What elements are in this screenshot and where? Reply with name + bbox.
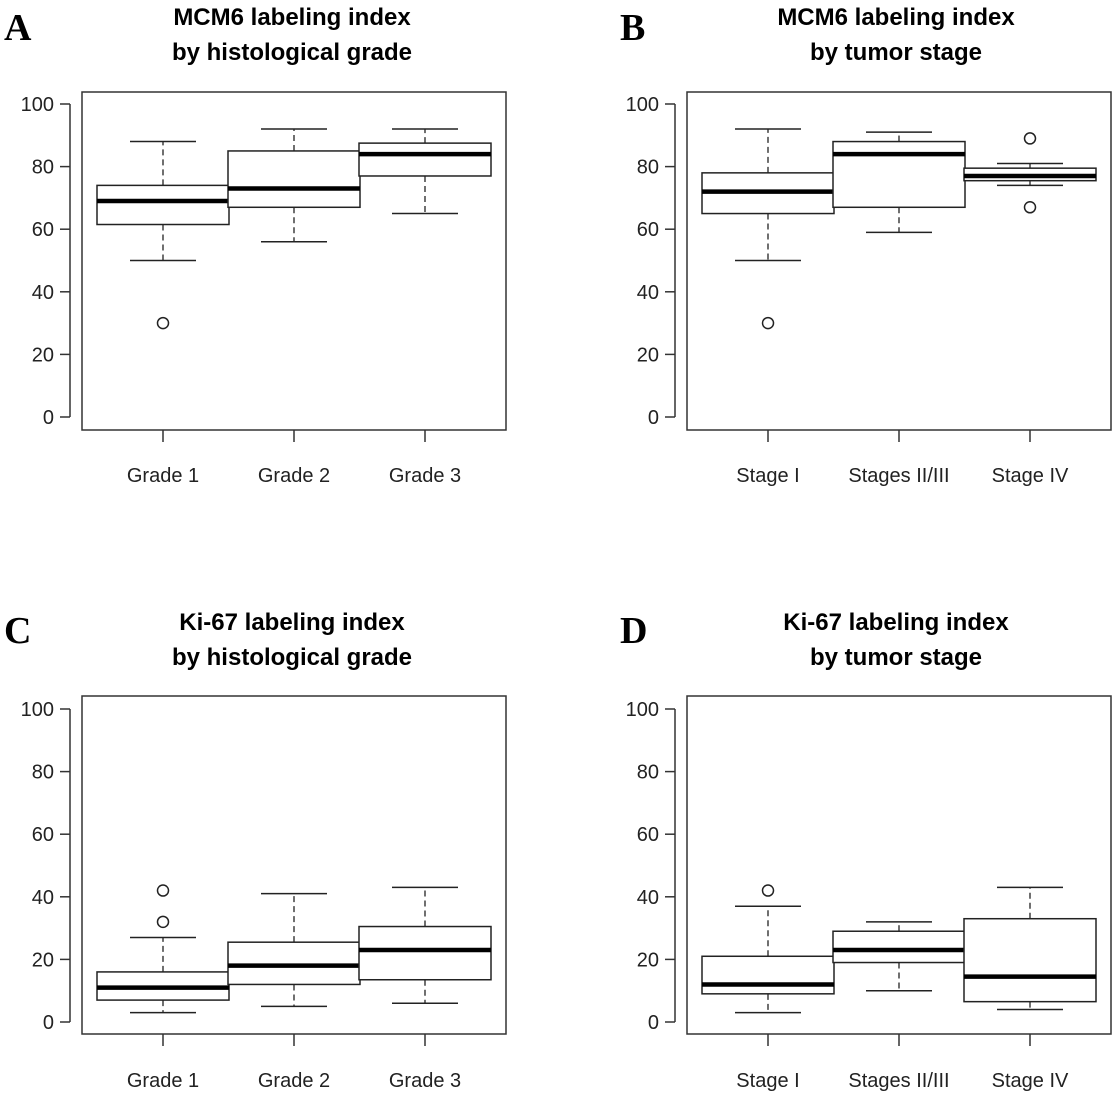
outlier-point — [763, 318, 774, 329]
box-3 — [359, 887, 491, 1003]
panel-d: D Ki-67 labeling index by tumor stage 0 20 40… — [620, 609, 1111, 1092]
iqr-box — [964, 919, 1096, 1002]
x-category-label: Stages II/III — [848, 465, 949, 487]
box-3 — [964, 887, 1096, 1009]
y-tick-label: 60 — [637, 219, 659, 241]
panel-letter: C — [4, 610, 31, 652]
chart-title-line: by tumor stage — [810, 39, 982, 66]
y-tick-label: 100 — [21, 94, 54, 116]
box-1 — [97, 885, 229, 1013]
iqr-box — [833, 142, 965, 208]
y-tick-label: 80 — [637, 157, 659, 179]
panel-c: C Ki-67 labeling index by histological gra… — [4, 609, 506, 1092]
outlier-point — [1025, 202, 1036, 213]
x-category-label: Grade 1 — [127, 1070, 199, 1092]
x-category-label: Grade 2 — [258, 465, 330, 487]
chart-title-line: MCM6 labeling index — [173, 4, 411, 31]
x-category-label: Grade 3 — [389, 465, 461, 487]
iqr-box — [97, 185, 229, 224]
outlier-point — [158, 916, 169, 927]
y-tick-label: 80 — [32, 157, 54, 179]
box-2 — [228, 129, 360, 242]
y-tick-label: 80 — [637, 762, 659, 784]
panel-b: B MCM6 labeling index by tumor stage 0 20 40 6… — [620, 4, 1111, 487]
x-category-label: Grade 1 — [127, 465, 199, 487]
outlier-point — [158, 885, 169, 896]
y-tick-label: 40 — [637, 887, 659, 909]
chart-title-line: by tumor stage — [810, 644, 982, 671]
y-tick-label: 40 — [32, 282, 54, 304]
y-tick-label: 20 — [637, 949, 659, 971]
outlier-point — [158, 318, 169, 329]
iqr-box — [228, 151, 360, 207]
iqr-box — [359, 927, 491, 980]
chart-title-line: MCM6 labeling index — [777, 4, 1015, 31]
iqr-box — [833, 931, 965, 962]
panel-letter: D — [620, 610, 647, 652]
y-tick-label: 20 — [32, 949, 54, 971]
chart-title-line: Ki-67 labeling index — [783, 609, 1009, 636]
x-category-label: Grade 3 — [389, 1070, 461, 1092]
y-tick-label: 40 — [32, 887, 54, 909]
box-3 — [964, 133, 1096, 213]
outlier-point — [1025, 133, 1036, 144]
panel-letter: B — [620, 7, 645, 49]
y-tick-label: 100 — [626, 94, 659, 116]
x-category-label: Stage I — [736, 465, 799, 487]
iqr-box — [359, 143, 491, 176]
y-tick-label: 100 — [626, 699, 659, 721]
x-category-label: Stage I — [736, 1070, 799, 1092]
box-2 — [833, 922, 965, 991]
box-1 — [702, 885, 834, 1013]
y-tick-label: 40 — [637, 282, 659, 304]
y-tick-label: 60 — [32, 824, 54, 846]
box-1 — [702, 129, 834, 329]
y-tick-label: 60 — [637, 824, 659, 846]
y-tick-label: 100 — [21, 699, 54, 721]
panel-a: A MCM6 labeling index by histological grad… — [4, 4, 506, 487]
y-tick-label: 0 — [648, 407, 659, 429]
box-2 — [833, 132, 965, 232]
x-category-label: Stage IV — [992, 1070, 1069, 1092]
iqr-box — [702, 956, 834, 994]
x-category-label: Grade 2 — [258, 1070, 330, 1092]
y-tick-label: 80 — [32, 762, 54, 784]
box-1 — [97, 142, 229, 329]
y-tick-label: 0 — [43, 407, 54, 429]
box-2 — [228, 894, 360, 1007]
chart-title-line: by histological grade — [172, 644, 412, 671]
y-tick-label: 20 — [32, 344, 54, 366]
panel-letter: A — [4, 7, 32, 49]
iqr-box — [228, 942, 360, 984]
outlier-point — [763, 885, 774, 896]
chart-title-line: Ki-67 labeling index — [179, 609, 405, 636]
y-tick-label: 60 — [32, 219, 54, 241]
y-tick-label: 0 — [43, 1012, 54, 1034]
chart-title-line: by histological grade — [172, 39, 412, 66]
box-3 — [359, 129, 491, 214]
y-tick-label: 20 — [637, 344, 659, 366]
y-tick-label: 0 — [648, 1012, 659, 1034]
x-category-label: Stages II/III — [848, 1070, 949, 1092]
x-category-label: Stage IV — [992, 465, 1069, 487]
